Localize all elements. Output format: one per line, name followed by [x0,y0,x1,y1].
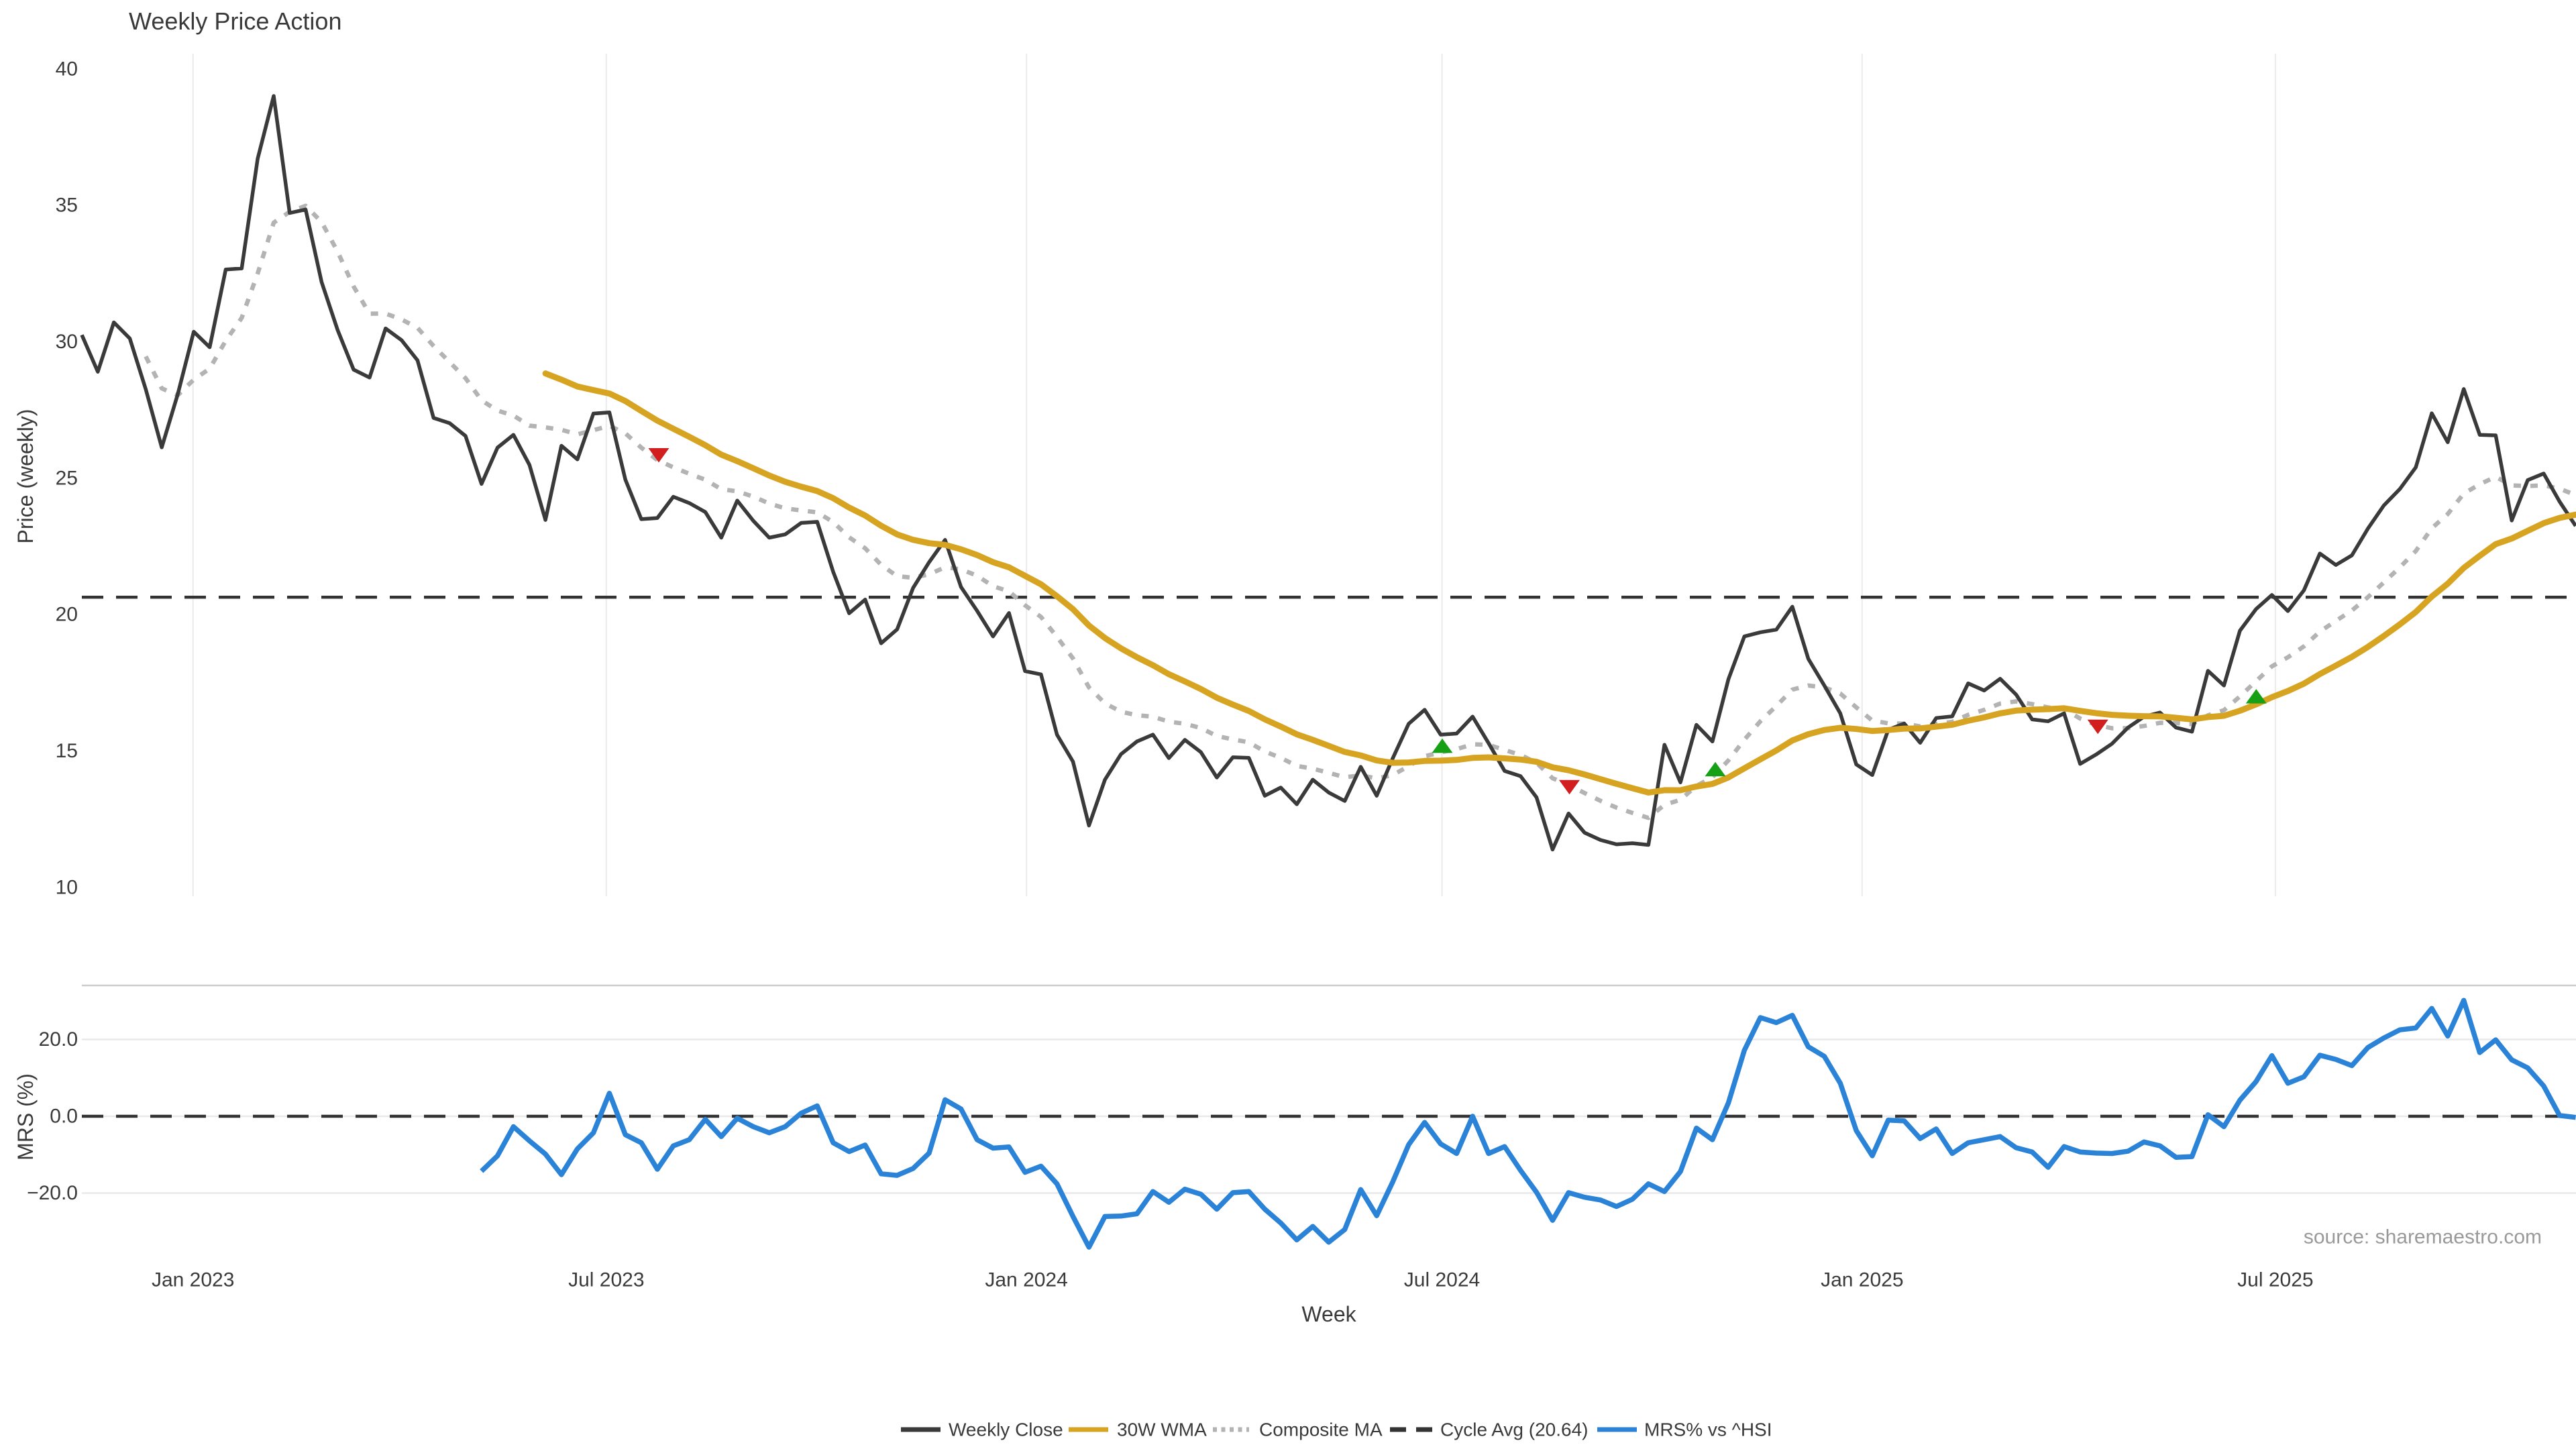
svg-text:Weekly Price Action: Weekly Price Action [129,7,341,35]
svg-text:Jan 2025: Jan 2025 [1821,1269,1903,1291]
svg-text:40: 40 [56,58,78,80]
svg-text:20.0: 20.0 [39,1028,78,1051]
svg-text:Jan 2024: Jan 2024 [985,1269,1067,1291]
svg-text:Cycle Avg (20.64): Cycle Avg (20.64) [1440,1419,1589,1440]
svg-text:15: 15 [56,740,78,762]
svg-text:Jul 2024: Jul 2024 [1404,1269,1480,1291]
svg-text:35: 35 [56,195,78,217]
svg-text:30W WMA: 30W WMA [1117,1419,1207,1440]
svg-text:Week: Week [1301,1302,1356,1326]
svg-text:−20.0: −20.0 [27,1182,78,1204]
svg-text:20: 20 [56,604,78,626]
svg-text:30: 30 [56,331,78,353]
svg-text:Price (weekly): Price (weekly) [13,409,38,544]
svg-text:Jan 2023: Jan 2023 [152,1269,234,1291]
svg-text:MRS% vs ^HSI: MRS% vs ^HSI [1644,1419,1772,1440]
svg-text:10: 10 [56,876,78,898]
svg-text:MRS (%): MRS (%) [13,1073,38,1161]
svg-text:Jul 2023: Jul 2023 [568,1269,644,1291]
svg-text:0.0: 0.0 [50,1106,78,1128]
svg-text:source: sharemaestro.com: source: sharemaestro.com [2304,1226,2542,1248]
svg-text:25: 25 [56,467,78,489]
svg-text:Weekly Close: Weekly Close [949,1419,1063,1440]
svg-text:Composite MA: Composite MA [1259,1419,1383,1440]
svg-text:Jul 2025: Jul 2025 [2237,1269,2313,1291]
